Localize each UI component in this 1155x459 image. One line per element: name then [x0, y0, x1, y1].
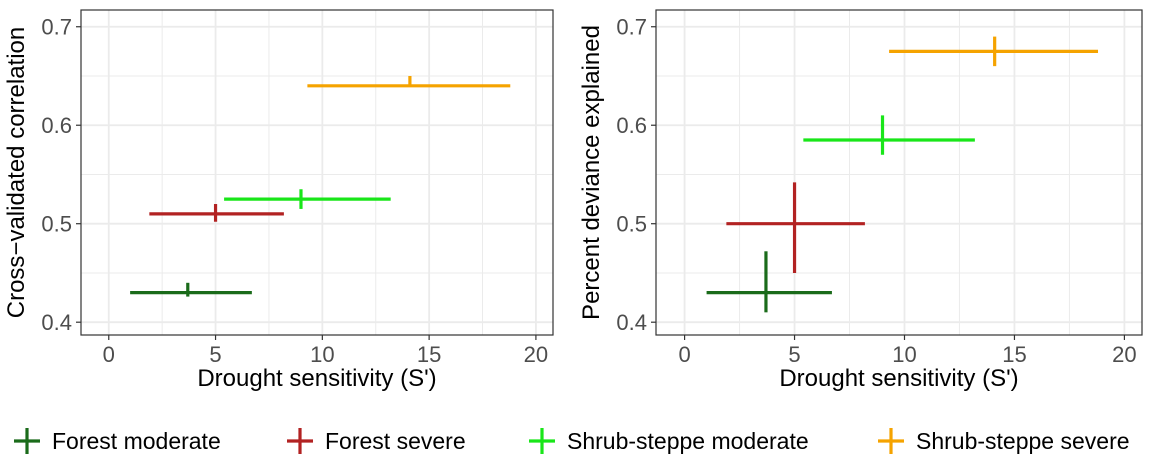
y-tick-label: 0.5 [616, 212, 647, 237]
x-tick-label: 20 [524, 342, 548, 367]
legend: Forest moderate Forest severe Shrub-steppe… [14, 428, 1130, 454]
series-forest-severe [149, 204, 284, 222]
legend-label: Forest moderate [52, 428, 221, 454]
y-axis-label: Cross−validated correlation [3, 27, 30, 318]
legend-item-forest-moderate: Forest moderate [14, 428, 221, 454]
y-tick-label: 0.6 [41, 113, 72, 138]
y-tick-label: 0.4 [616, 310, 647, 335]
x-axis-label: Drought sensitivity (S') [197, 365, 436, 392]
y-tick-label: 0.7 [41, 15, 72, 40]
x-tick-label: 10 [310, 342, 334, 367]
chart-panel-cross-validated-correlation: 0 5 10 15 20 0.4 0.5 0.6 0.7 Drought sensitivity … [3, 9, 554, 392]
x-tick-label: 20 [1112, 342, 1136, 367]
x-tick-label: 5 [209, 342, 221, 367]
y-tick-label: 0.5 [41, 212, 72, 237]
series-shrub-steppe-severe [307, 75, 511, 88]
x-axis-label: Drought sensitivity (S') [779, 365, 1018, 392]
y-axis-label: Percent deviance explained [578, 25, 605, 320]
panel-border [80, 9, 554, 336]
x-tick-label: 0 [678, 342, 690, 367]
series-shrub-steppe-severe [889, 36, 1099, 67]
series-shrub-steppe-moderate [224, 189, 391, 209]
legend-label: Forest severe [325, 428, 466, 454]
series-forest-severe [726, 182, 865, 273]
x-tick-label: 10 [892, 342, 916, 367]
x-tick-label: 15 [417, 342, 441, 367]
x-tick-label: 15 [1002, 342, 1026, 367]
panel-border [655, 9, 1143, 336]
legend-label: Shrub-steppe severe [916, 428, 1130, 454]
legend-item-forest-severe: Forest severe [287, 428, 466, 454]
legend-item-shrub-steppe-moderate: Shrub-steppe moderate [529, 428, 809, 454]
series-forest-moderate [130, 282, 252, 297]
chart-panel-percent-deviance-explained: 0 5 10 15 20 0.4 0.5 0.6 0.7 Drought sensitivity … [578, 9, 1143, 392]
legend-label: Shrub-steppe moderate [567, 428, 809, 454]
y-tick-label: 0.6 [616, 113, 647, 138]
plot-background [81, 10, 553, 335]
x-tick-label: 0 [103, 342, 115, 367]
y-tick-label: 0.4 [41, 310, 72, 335]
series-forest-moderate [706, 251, 832, 313]
y-tick-label: 0.7 [616, 15, 647, 40]
series-shrub-steppe-moderate [803, 115, 975, 155]
legend-item-shrub-steppe-severe: Shrub-steppe severe [878, 428, 1130, 454]
x-tick-label: 5 [788, 342, 800, 367]
plot-background [656, 10, 1142, 335]
